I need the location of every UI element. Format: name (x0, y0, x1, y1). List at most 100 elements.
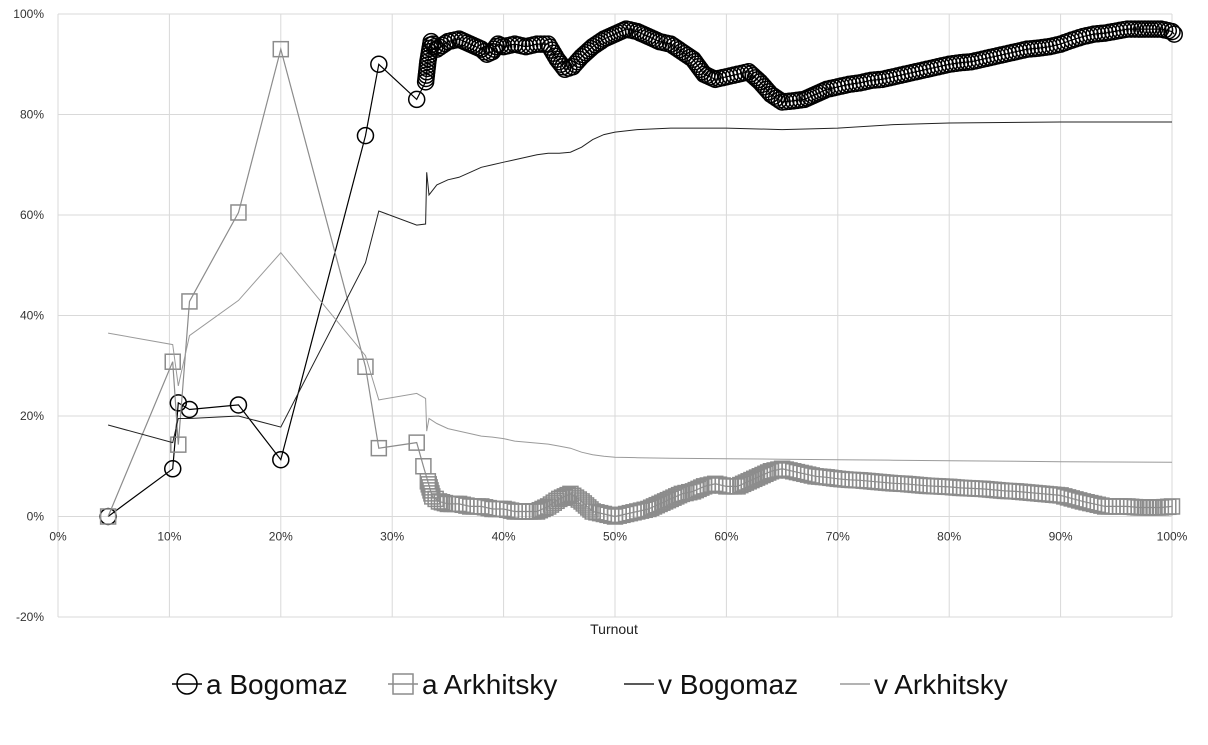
data-point-square (651, 495, 668, 513)
x-tick-label: 50% (603, 530, 627, 544)
data-point-circle (272, 450, 290, 469)
data-point-circle (748, 71, 767, 89)
series-v-arkhitsky (108, 251, 1173, 463)
y-tick-label: 0% (27, 510, 45, 524)
y-tick-label: 80% (20, 108, 44, 122)
data-point-square (668, 488, 685, 505)
data-point-square (430, 493, 448, 510)
data-point-square (553, 489, 571, 506)
y-tick-label: 40% (20, 309, 44, 323)
y-tick-label: 20% (20, 409, 44, 423)
data-point-square (408, 434, 425, 451)
data-point-square (693, 479, 710, 496)
x-tick-label: 80% (937, 530, 961, 544)
data-point-circle (568, 52, 586, 71)
data-point-square (551, 490, 568, 508)
series-line (107, 121, 1172, 444)
data-point-circle (370, 55, 388, 73)
gridlines (57, 13, 1173, 618)
data-point-square (732, 476, 749, 494)
data-point-square (99, 508, 117, 525)
data-point-square (748, 469, 766, 486)
legend-item-a-arkhitsky: a Arkhitsky (388, 669, 557, 700)
legend-item-v-arkhitsky: v Arkhitsky (840, 669, 1008, 700)
data-point-square (759, 464, 777, 481)
data-point-square (164, 353, 181, 370)
data-point-circle (1165, 25, 1183, 43)
data-point-square (743, 471, 760, 489)
legend-label: v Bogomaz (658, 669, 798, 700)
data-point-square (659, 491, 677, 509)
data-point-circle (770, 91, 789, 109)
data-point-square (734, 475, 752, 493)
data-point-square (740, 473, 757, 490)
data-point-circle (531, 35, 550, 53)
series-v-bogomaz (107, 121, 1172, 444)
legend-marker-circle (176, 673, 198, 695)
series-a-arkhitsky (99, 40, 1181, 525)
data-point-square (422, 482, 439, 499)
axes: 0% 10% 20% 30% 40% 50% 60% 70% 80% 90% 100% -20% 0% 2… (13, 7, 1187, 624)
legend-label: a Arkhitsky (422, 669, 557, 700)
data-point-square (170, 436, 187, 453)
data-point-square (230, 204, 247, 221)
data-point-square (582, 501, 599, 518)
series-line (108, 251, 1173, 463)
data-point-square (645, 498, 663, 515)
series-line (107, 46, 1173, 518)
data-point-square (665, 489, 682, 506)
data-point-circle (163, 460, 182, 478)
legend-label: v Arkhitsky (874, 669, 1008, 700)
data-point-circle (767, 89, 786, 107)
data-point-square (690, 480, 707, 498)
data-point-square (370, 439, 388, 457)
data-point-circle (169, 394, 188, 412)
data-point-circle (356, 126, 375, 145)
data-point-square (556, 488, 574, 505)
legend: a Bogomaz a Arkhitsky v Bogomaz v Arkhitsky (172, 669, 1008, 700)
data-point-circle (229, 396, 248, 414)
data-point-circle (1118, 20, 1137, 38)
series-line (107, 28, 1175, 517)
legend-label: a Bogomaz (206, 669, 348, 700)
data-point-square (754, 466, 771, 484)
x-tick-label: 20% (269, 530, 293, 544)
data-point-square (729, 478, 746, 495)
x-tick-label: 90% (1049, 530, 1073, 544)
data-point-square (642, 499, 660, 516)
data-point-square (421, 479, 438, 496)
data-point-square (436, 494, 454, 512)
data-point-square (272, 40, 290, 58)
data-point-square (357, 358, 374, 376)
data-point-square (670, 486, 688, 504)
data-point-circle (1122, 20, 1140, 38)
data-point-circle (589, 34, 608, 52)
x-tick-label: 70% (826, 530, 850, 544)
data-point-square (746, 470, 763, 488)
data-point-square (656, 493, 674, 510)
x-tick-label: 40% (492, 530, 516, 544)
y-tick-label: 60% (20, 208, 44, 222)
data-point-square (757, 465, 774, 483)
data-point-square (640, 500, 657, 518)
series-layer (99, 20, 1183, 526)
legend-item-v-bogomaz: v Bogomaz (624, 669, 798, 700)
data-point-square (181, 293, 198, 310)
x-tick-label: 0% (49, 530, 67, 544)
legend-marker-square (392, 673, 414, 695)
y-tick-label: 100% (13, 7, 44, 21)
data-point-square (737, 474, 755, 491)
x-tick-label: 10% (157, 530, 181, 544)
data-point-square (654, 494, 671, 511)
data-point-square (1163, 498, 1181, 515)
x-tick-label: 60% (714, 530, 738, 544)
x-axis-title: Turnout (590, 621, 638, 637)
data-point-circle (528, 35, 546, 53)
data-point-circle (407, 90, 426, 109)
series-a-bogomaz (99, 20, 1183, 526)
x-tick-label: 100% (1157, 530, 1188, 544)
legend-item-a-bogomaz: a Bogomaz (172, 669, 348, 700)
data-point-square (648, 496, 666, 514)
